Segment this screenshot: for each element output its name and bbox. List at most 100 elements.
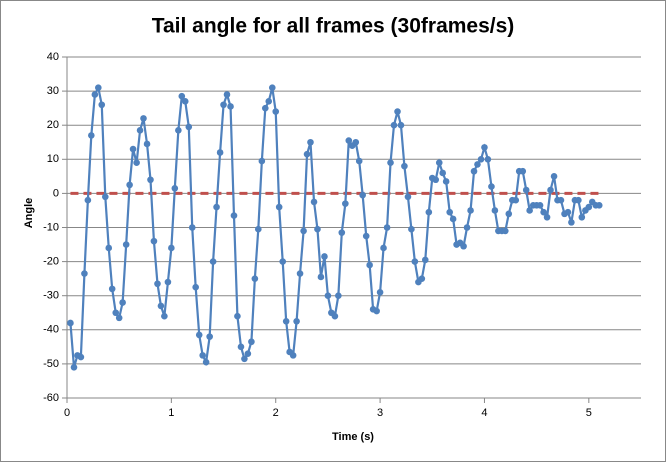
data-point: [241, 355, 248, 363]
data-point: [310, 198, 318, 206]
data-point: [251, 275, 259, 282]
chart-title: Tail angle for all frames (30frames/s): [152, 15, 515, 38]
data-point: [477, 156, 485, 163]
data-point: [331, 312, 339, 320]
data-point: [401, 162, 408, 170]
y-tick-label: 0: [53, 187, 59, 199]
data-point: [491, 207, 499, 214]
data-point: [296, 270, 304, 277]
data-point: [362, 232, 370, 240]
y-tick-label: -60: [43, 392, 59, 404]
data-point: [432, 176, 440, 184]
data-point: [418, 275, 426, 282]
data-point: [289, 352, 297, 359]
data-point: [157, 302, 165, 310]
data-point: [550, 173, 558, 180]
data-point: [505, 210, 513, 218]
data-point: [147, 176, 154, 184]
data-point: [81, 270, 88, 277]
data-point: [154, 280, 161, 288]
data-point: [314, 225, 321, 233]
data-point: [143, 140, 151, 148]
data-point: [442, 178, 450, 185]
data-point: [115, 314, 123, 322]
data-point: [335, 292, 342, 300]
data-point: [376, 288, 384, 296]
data-point: [265, 98, 273, 105]
data-point: [397, 121, 405, 129]
data-point: [338, 229, 346, 236]
data-point: [161, 312, 168, 320]
data-point: [595, 202, 603, 209]
data-point: [216, 149, 224, 156]
data-point: [488, 183, 495, 190]
data-point: [300, 227, 307, 235]
data-point: [404, 193, 412, 201]
data-point: [474, 161, 481, 168]
data-point: [282, 317, 290, 325]
data-point: [150, 237, 158, 245]
data-point: [366, 261, 373, 269]
data-point: [540, 208, 547, 216]
data-point: [467, 207, 474, 214]
data-point: [105, 244, 113, 252]
data-point: [133, 159, 140, 167]
data-point: [352, 138, 360, 146]
data-point: [126, 181, 133, 189]
data-point: [209, 258, 217, 265]
data-point: [345, 137, 353, 144]
data-point: [470, 167, 478, 175]
data-point: [175, 127, 182, 134]
y-tick-label: -50: [43, 358, 59, 370]
data-point: [293, 317, 300, 325]
data-point: [578, 213, 586, 221]
x-tick-label: 2: [273, 407, 279, 419]
data-point: [439, 169, 447, 177]
data-point: [307, 138, 314, 146]
data-point: [359, 191, 366, 199]
data-point: [185, 123, 193, 131]
data-point: [502, 227, 509, 235]
data-point: [383, 224, 391, 231]
data-point: [206, 333, 213, 340]
data-point: [168, 244, 175, 252]
data-point: [220, 101, 227, 109]
data-point: [568, 219, 575, 226]
y-tick-label: -10: [43, 221, 59, 233]
data-point: [181, 98, 189, 105]
data-point: [136, 127, 144, 134]
data-point: [272, 108, 280, 115]
data-point: [536, 202, 544, 209]
data-point: [411, 258, 419, 265]
data-point: [248, 338, 255, 346]
data-point: [380, 244, 387, 252]
data-point: [425, 208, 433, 216]
data-point: [213, 203, 220, 211]
data-point: [268, 84, 276, 91]
x-tick-label: 0: [64, 407, 70, 419]
data-point: [373, 307, 380, 315]
data-point: [446, 208, 454, 216]
data-point: [449, 215, 457, 223]
data-point: [463, 224, 471, 231]
data-point: [95, 84, 102, 91]
data-point: [543, 213, 551, 221]
y-tick-label: 30: [47, 85, 59, 97]
data-point: [355, 157, 363, 165]
data-point: [564, 208, 572, 216]
data-point: [195, 331, 203, 339]
data-point: [122, 241, 130, 248]
data-point: [421, 256, 429, 264]
data-point: [102, 193, 109, 201]
data-point: [91, 91, 99, 98]
data-point: [171, 184, 179, 192]
data-point: [199, 352, 206, 359]
data-point: [140, 115, 147, 122]
data-point: [67, 319, 74, 327]
data-point: [108, 285, 116, 293]
data-point: [202, 358, 210, 366]
y-tick-label: -30: [43, 290, 59, 302]
y-tick-label: -20: [43, 256, 59, 268]
